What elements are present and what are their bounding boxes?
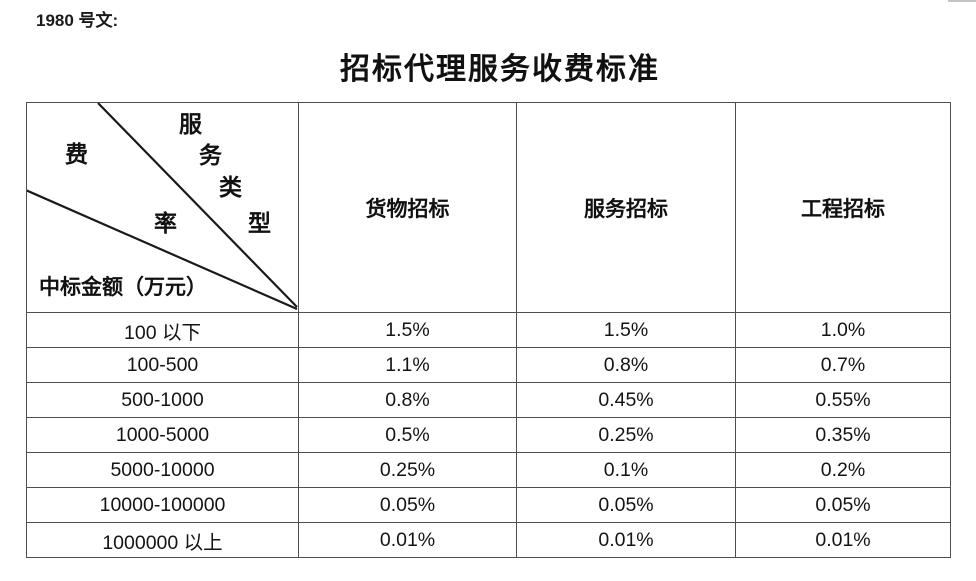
corner-label-service-char-3: 类 xyxy=(219,175,242,200)
fee-value: 0.8% xyxy=(516,347,736,383)
fee-value: 1.5% xyxy=(516,312,736,348)
fee-value: 0.5% xyxy=(298,417,517,453)
fee-value: 0.45% xyxy=(516,382,736,418)
diagonal-divider-lines xyxy=(27,103,298,311)
doc-number-note: 1980 号文: xyxy=(36,11,119,30)
table-row: 1000000 以上 0.01% 0.01% 0.01% xyxy=(26,522,951,558)
row-label: 5000-10000 xyxy=(26,452,299,488)
fee-value: 0.2% xyxy=(735,452,951,488)
table-row: 10000-100000 0.05% 0.05% 0.05% xyxy=(26,487,951,523)
row-label: 1000000 以上 xyxy=(26,522,299,558)
fee-value: 0.35% xyxy=(735,417,951,453)
table-row: 100-500 1.1% 0.8% 0.7% xyxy=(26,347,951,383)
corner-label-service-char-4: 型 xyxy=(248,211,271,236)
corner-label-fee-char-2: 率 xyxy=(154,211,177,236)
column-header-engineering: 工程招标 xyxy=(735,102,951,313)
fee-value: 1.0% xyxy=(735,312,951,348)
fee-value: 0.55% xyxy=(735,382,951,418)
row-label: 100 以下 xyxy=(26,312,299,348)
column-header-service: 服务招标 xyxy=(516,102,736,313)
fee-value: 0.01% xyxy=(735,522,951,558)
fee-value: 1.5% xyxy=(298,312,517,348)
row-label: 1000-5000 xyxy=(26,417,299,453)
row-label: 10000-100000 xyxy=(26,487,299,523)
page-title: 招标代理服务收费标准 xyxy=(340,53,660,86)
column-header-goods: 货物招标 xyxy=(298,102,517,313)
header-row: 费 率 服 务 类 型 中标金额（万元） 货物招标 服务招标 工程招标 xyxy=(26,102,951,313)
corner-cell: 费 率 服 务 类 型 中标金额（万元） xyxy=(26,102,299,313)
fee-value: 0.7% xyxy=(735,347,951,383)
fee-value: 0.01% xyxy=(516,522,736,558)
fee-value: 0.05% xyxy=(298,487,517,523)
fee-value: 0.05% xyxy=(735,487,951,523)
fee-value: 0.05% xyxy=(516,487,736,523)
fee-value: 0.25% xyxy=(516,417,736,453)
row-label: 100-500 xyxy=(26,347,299,383)
table-row: 5000-10000 0.25% 0.1% 0.2% xyxy=(26,452,951,488)
table-row: 100 以下 1.5% 1.5% 1.0% xyxy=(26,312,951,348)
screen-edge-artifact xyxy=(948,0,976,2)
fee-table: 费 率 服 务 类 型 中标金额（万元） 货物招标 服务招标 工程招标 100 … xyxy=(26,102,951,558)
table-row: 1000-5000 0.5% 0.25% 0.35% xyxy=(26,417,951,453)
fee-value: 1.1% xyxy=(298,347,517,383)
fee-value: 0.25% xyxy=(298,452,517,488)
fee-value: 0.1% xyxy=(516,452,736,488)
row-label: 500-1000 xyxy=(26,382,299,418)
corner-label-service-char-2: 务 xyxy=(199,143,222,168)
corner-label-service-char-1: 服 xyxy=(179,112,202,137)
table-row: 500-1000 0.8% 0.45% 0.55% xyxy=(26,382,951,418)
fee-value: 0.01% xyxy=(298,522,517,558)
corner-label-amount: 中标金额（万元） xyxy=(39,275,207,299)
corner-label-fee-char-1: 费 xyxy=(65,142,88,167)
fee-value: 0.8% xyxy=(298,382,517,418)
